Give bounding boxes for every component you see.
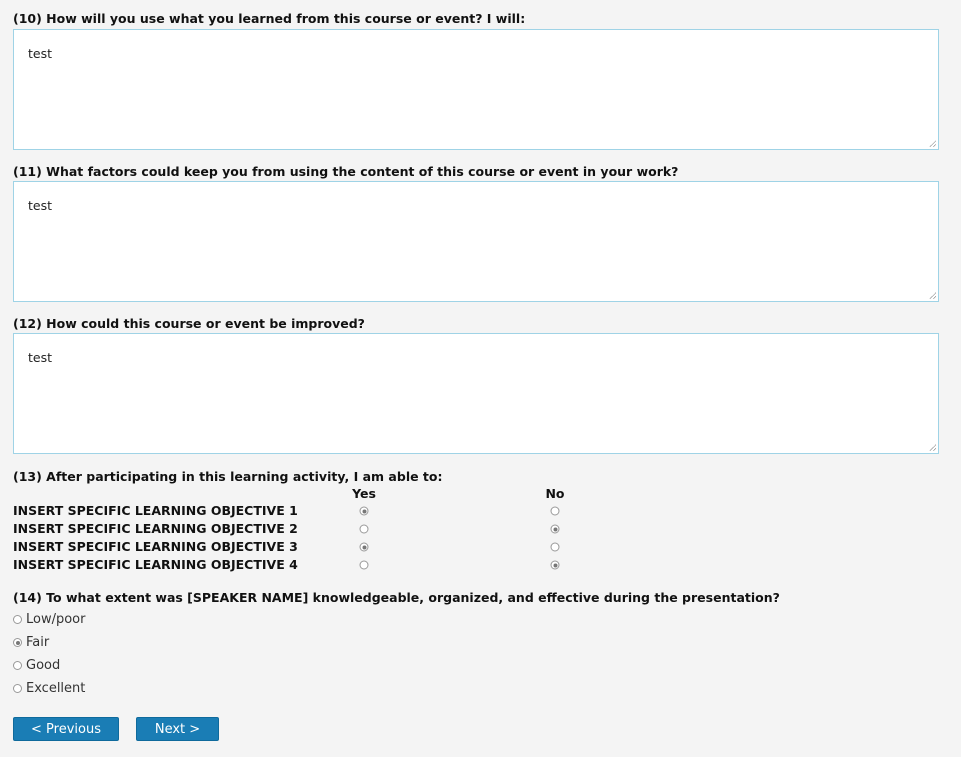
objective-no-radio[interactable] xyxy=(550,560,560,570)
rating-radio[interactable] xyxy=(13,661,22,670)
objective-no-radio[interactable] xyxy=(550,542,560,552)
previous-button[interactable]: < Previous xyxy=(13,717,119,741)
rating-radio[interactable] xyxy=(13,615,22,624)
objective-no-radio[interactable] xyxy=(550,506,560,516)
objective-label: INSERT SPECIFIC LEARNING OBJECTIVE 1 xyxy=(13,503,298,518)
rating-option[interactable]: Good xyxy=(13,658,60,673)
q10-textarea[interactable]: test xyxy=(13,29,939,150)
rating-option[interactable]: Low/poor xyxy=(13,612,85,627)
objective-label: INSERT SPECIFIC LEARNING OBJECTIVE 2 xyxy=(13,521,298,536)
q11-textarea[interactable]: test xyxy=(13,181,939,302)
objective-label: INSERT SPECIFIC LEARNING OBJECTIVE 3 xyxy=(13,539,298,554)
resize-handle-icon[interactable] xyxy=(929,444,936,451)
q12-label: (12) How could this course or event be i… xyxy=(13,316,365,331)
objective-label: INSERT SPECIFIC LEARNING OBJECTIVE 4 xyxy=(13,557,298,572)
rating-option-label: Low/poor xyxy=(26,612,86,627)
objective-yes-radio[interactable] xyxy=(359,506,369,516)
rating-radio[interactable] xyxy=(13,684,22,693)
objective-yes-radio[interactable] xyxy=(359,524,369,534)
objective-yes-radio[interactable] xyxy=(359,560,369,570)
q12-textarea[interactable]: test xyxy=(13,333,939,454)
rating-radio[interactable] xyxy=(13,638,22,647)
resize-handle-icon[interactable] xyxy=(929,292,936,299)
q10-label: (10) How will you use what you learned f… xyxy=(13,11,526,26)
next-button[interactable]: Next > xyxy=(136,717,219,741)
column-header-yes: Yes xyxy=(352,486,376,501)
column-header-no: No xyxy=(545,486,565,501)
rating-option-label: Fair xyxy=(26,635,50,650)
objective-no-radio[interactable] xyxy=(550,524,560,534)
rating-option[interactable]: Excellent xyxy=(13,681,85,696)
rating-option-label: Good xyxy=(26,658,61,673)
rating-option-label: Excellent xyxy=(26,681,86,696)
q14-label: (14) To what extent was [SPEAKER NAME] k… xyxy=(13,590,780,605)
objective-yes-radio[interactable] xyxy=(359,542,369,552)
rating-option[interactable]: Fair xyxy=(13,635,49,650)
q13-label: (13) After participating in this learnin… xyxy=(13,469,443,484)
resize-handle-icon[interactable] xyxy=(929,140,936,147)
q11-label: (11) What factors could keep you from us… xyxy=(13,164,679,179)
